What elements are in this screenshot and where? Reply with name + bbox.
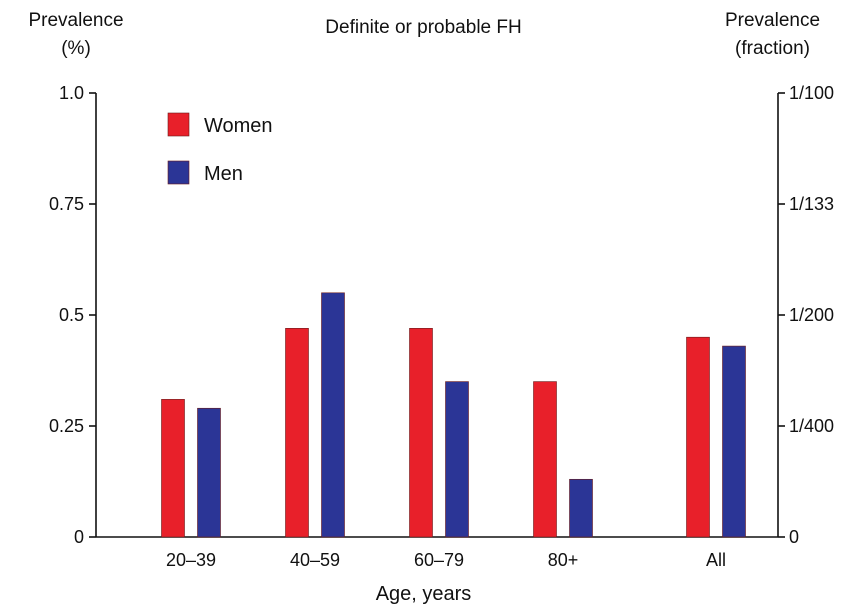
y-axis-label-left-line1: Prevalence	[28, 10, 124, 31]
y-tick-label-left: 1.0	[59, 83, 84, 103]
y-tick-label-right: 1/200	[789, 305, 834, 325]
y-tick-label-left: 0	[74, 527, 84, 547]
y-tick-label-left: 0.25	[49, 416, 84, 436]
bar-men	[321, 292, 345, 538]
bar-men	[569, 478, 593, 538]
y-tick-label-left: 0.5	[59, 305, 84, 325]
bar-women	[409, 328, 433, 538]
legend-swatch-women	[167, 112, 190, 137]
y-tick-label-right: 1/100	[789, 83, 834, 103]
bar-women	[161, 399, 185, 538]
legend-label-women: Women	[204, 115, 273, 137]
bar-women	[285, 328, 309, 538]
bar-men	[445, 381, 469, 538]
bar-women	[533, 381, 557, 538]
y-axis-label-left-line2: (%)	[61, 38, 91, 59]
chart-title: Definite or probable FH	[325, 17, 522, 38]
bar-men	[722, 345, 746, 538]
x-tick-label: 20–39	[166, 550, 216, 570]
legend-label-men: Men	[204, 163, 243, 185]
y-tick-label-right: 1/400	[789, 416, 834, 436]
x-tick-label: 40–59	[290, 550, 340, 570]
x-tick-label: 80+	[548, 550, 579, 570]
x-axis-label: Age, years	[375, 583, 472, 605]
y-axis-label-right-line1: Prevalence	[724, 10, 821, 31]
bar-men	[197, 407, 221, 538]
y-axis-label-right-line2: (fraction)	[735, 38, 810, 59]
x-tick-label: 60–79	[414, 550, 464, 570]
x-tick-label: All	[706, 550, 726, 570]
y-tick-label-right: 1/133	[789, 194, 834, 214]
y-tick-label-left: 0.75	[49, 194, 84, 214]
legend-swatch-men	[167, 160, 190, 185]
bar-women	[686, 336, 710, 538]
y-tick-label-right: 0	[789, 527, 799, 547]
